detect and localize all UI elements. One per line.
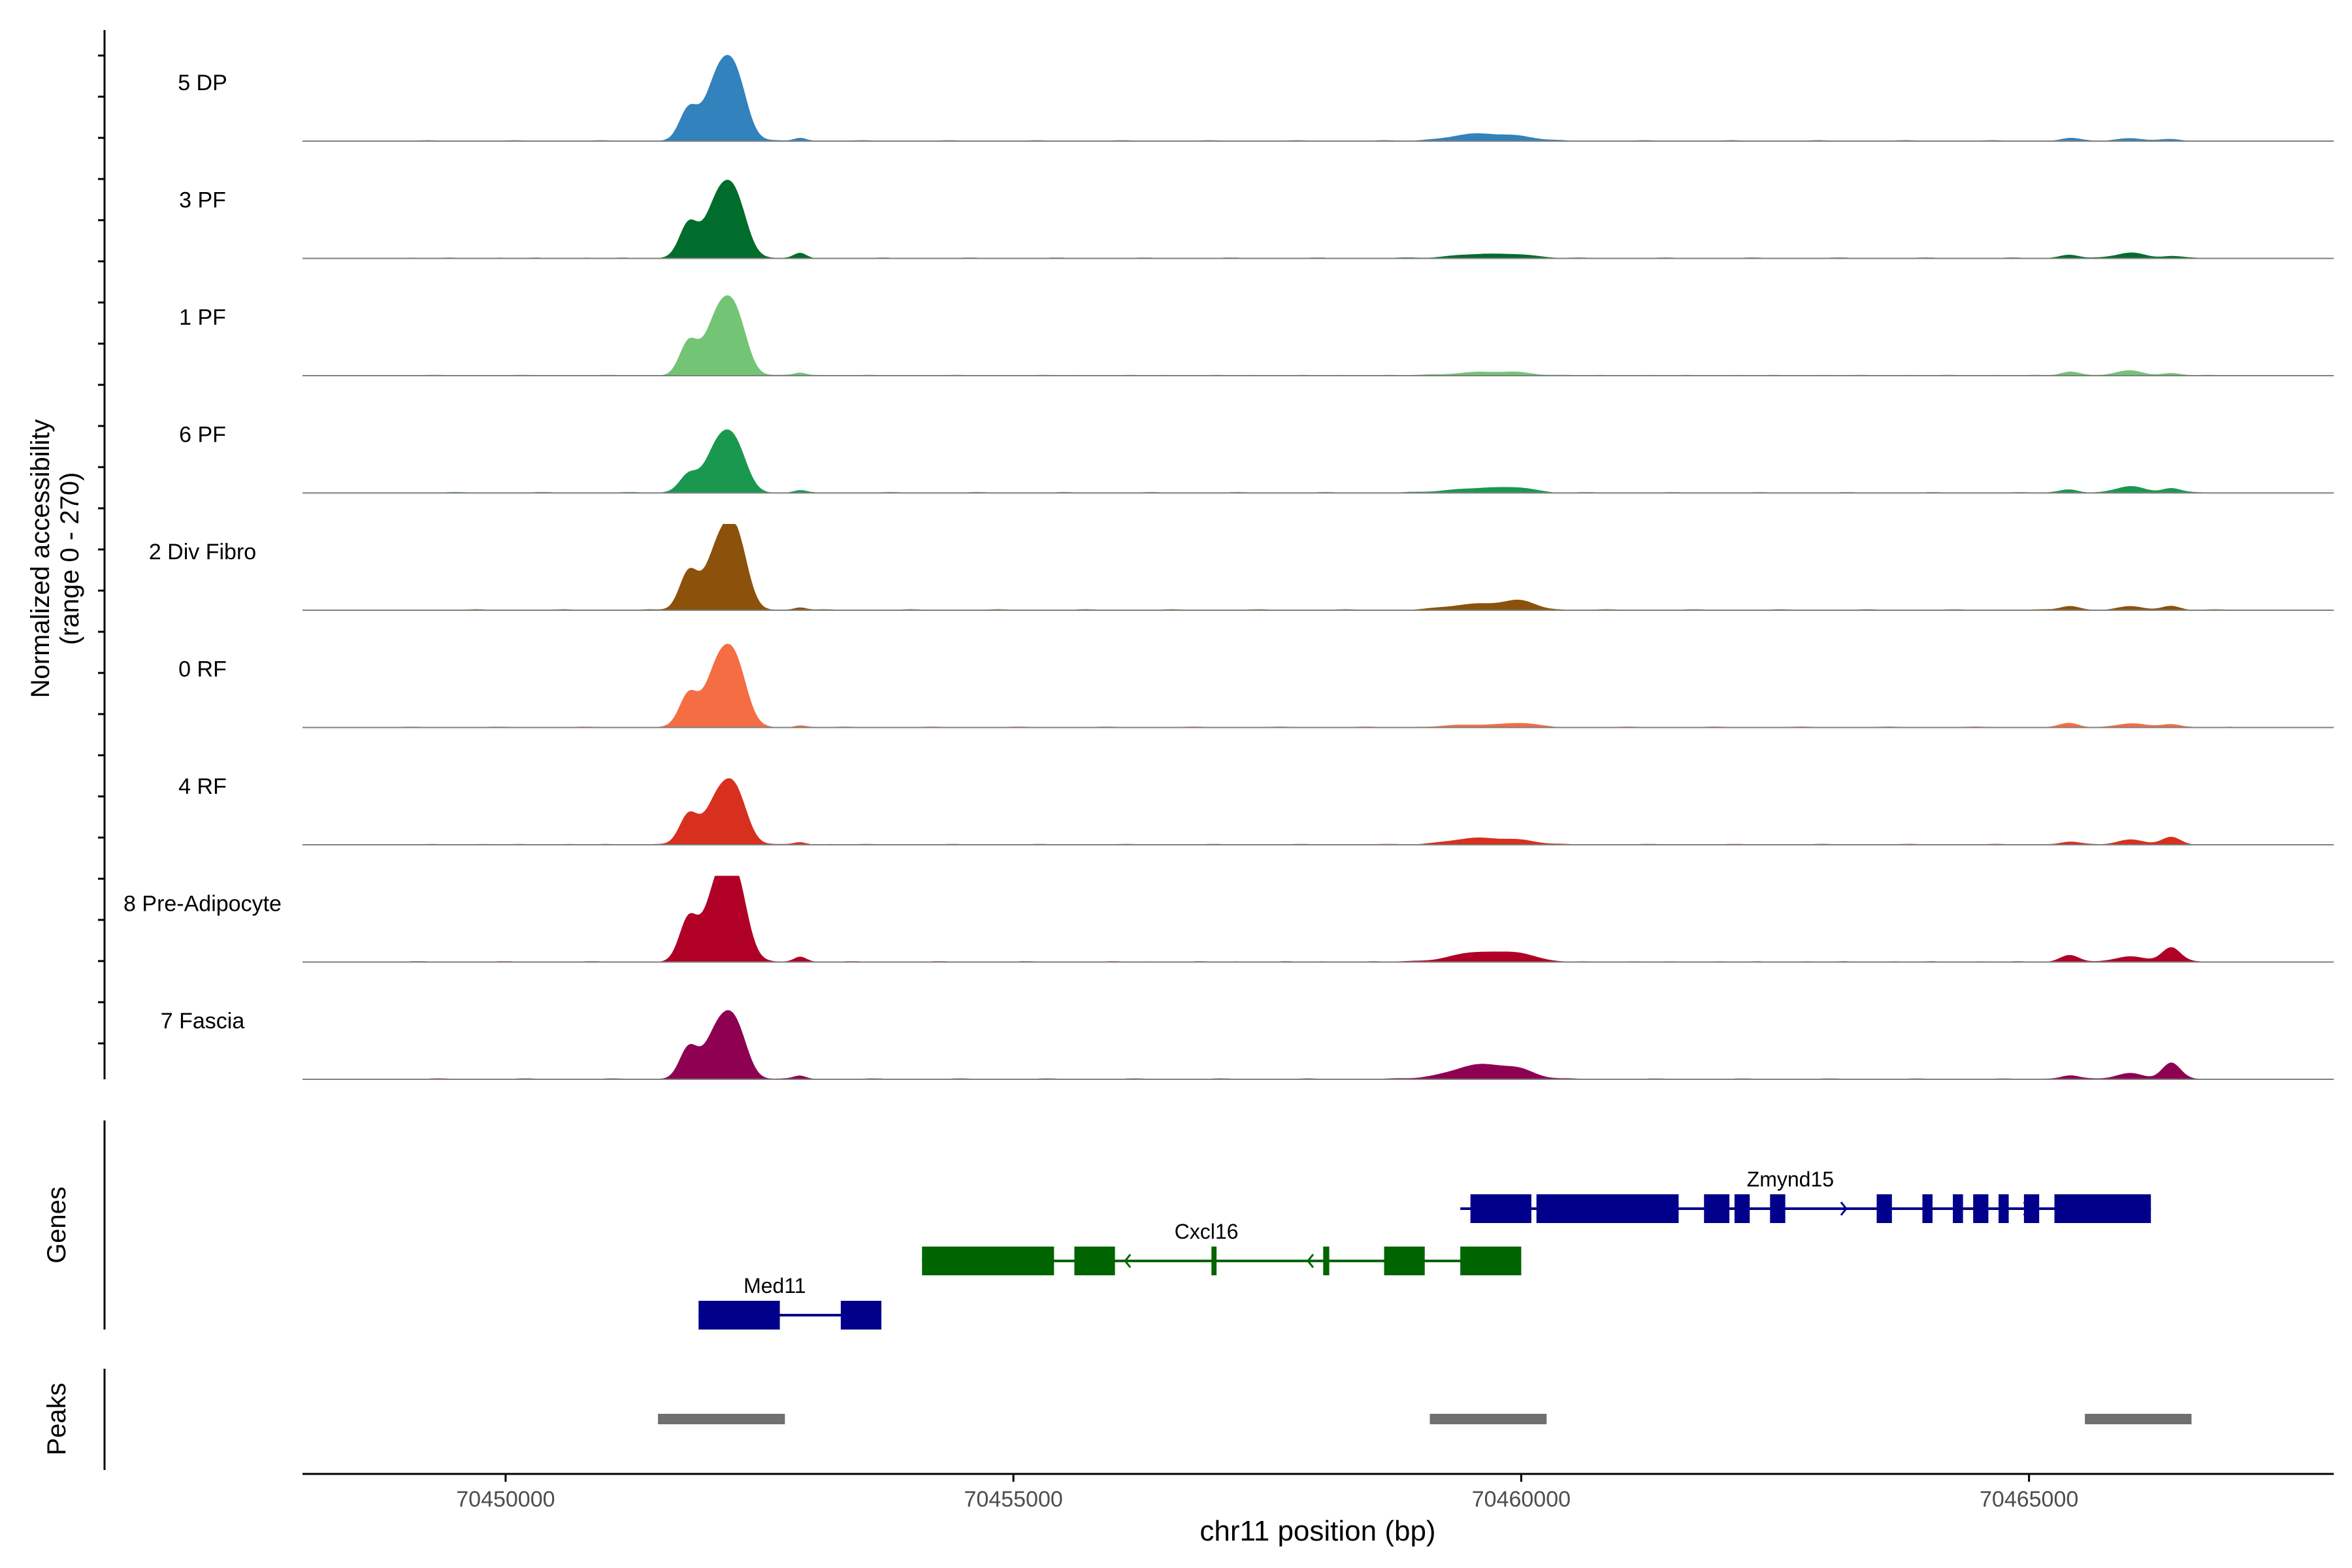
track-label: 3 PF — [179, 188, 226, 213]
coverage-track: 3 PF — [179, 180, 2334, 259]
coverage-track: 6 PF — [179, 423, 2334, 494]
coverage-track: 4 RF — [178, 774, 2334, 845]
strand-arrow — [1840, 1201, 1848, 1216]
coverage-track: 8 Pre-Adipocyte — [123, 875, 2334, 963]
strand-arrow — [1307, 1254, 1315, 1268]
gene-name-label: Med11 — [743, 1274, 806, 1298]
exon-block — [1536, 1194, 1679, 1223]
gene-name-label: Cxcl16 — [1175, 1220, 1239, 1243]
x-axis-title: chr11 position (bp) — [1200, 1515, 1435, 1547]
exon-block — [1211, 1247, 1217, 1275]
exon-block — [1973, 1194, 1989, 1223]
exon-block — [1922, 1194, 1933, 1223]
coverage-area — [404, 55, 2232, 141]
coverage-track: 7 Fascia — [161, 1009, 2334, 1080]
gene-track: Med11 Cxcl16 Zmynd15 — [698, 1168, 2151, 1330]
track-label: 7 Fascia — [161, 1009, 245, 1034]
track-label: 5 DP — [178, 71, 227, 95]
x-tick-label: 70455000 — [964, 1487, 1063, 1512]
peak-bar — [2085, 1414, 2192, 1424]
exon-block — [1460, 1247, 1522, 1275]
coverage-tracks: 5 DP 3 PF 1 PF 6 PF 2 Div Fibro 0 RF 4 RF 8 Pre… — [123, 55, 2334, 1080]
coverage-area — [404, 875, 2232, 962]
exon-block — [1770, 1194, 1786, 1223]
coverage-area — [404, 295, 2232, 376]
coverage-area — [404, 180, 2232, 259]
exon-block — [2054, 1194, 2151, 1223]
coverage-track: 5 DP — [178, 55, 2334, 142]
track-label: 2 Div Fibro — [149, 540, 256, 564]
track-label: 4 RF — [178, 774, 227, 799]
x-axis-ticks: 70450000 70455000 70460000 70465000 — [456, 1474, 2078, 1512]
coverage-track: 2 Div Fibro — [149, 524, 2334, 611]
peaks-track-label: Peaks — [42, 1382, 71, 1455]
exon-block — [1876, 1194, 1892, 1223]
x-tick-label: 70465000 — [1980, 1487, 2078, 1512]
gene-zmynd15: Zmynd15 — [1460, 1168, 2151, 1223]
coverage-track: 1 PF — [179, 295, 2334, 376]
track-label: 1 PF — [179, 305, 226, 330]
coverage-area — [404, 644, 2232, 728]
exon-block — [1704, 1194, 1730, 1223]
coverage-area — [404, 778, 2232, 845]
exon-block — [1323, 1247, 1330, 1275]
coverage-area — [404, 1010, 2232, 1079]
exon-block — [840, 1301, 882, 1330]
exon-block — [1384, 1247, 1425, 1275]
exon-block — [1953, 1194, 1963, 1223]
track-label: 6 PF — [179, 423, 226, 448]
coverage-area — [404, 524, 2232, 610]
exon-block — [1734, 1194, 1750, 1223]
gene-med11: Med11 — [698, 1274, 882, 1330]
coverage-area — [404, 429, 2232, 493]
track-label: 0 RF — [178, 657, 227, 682]
x-tick-label: 70450000 — [456, 1487, 555, 1512]
track-label: 8 Pre-Adipocyte — [123, 892, 282, 917]
exon-block — [1999, 1194, 2009, 1223]
exon-block — [1074, 1247, 1115, 1275]
exon-block — [1470, 1194, 1531, 1223]
gene-name-label: Zmynd15 — [1747, 1168, 1834, 1191]
peak-bar — [1429, 1414, 1547, 1424]
gene-cxcl16: Cxcl16 — [922, 1220, 1522, 1275]
exon-block — [698, 1301, 780, 1330]
coverage-y-ticks — [98, 54, 105, 1045]
genes-track-label: Genes — [42, 1186, 71, 1264]
y-axis-title: Normalized accessibility — [26, 419, 55, 698]
y-axis-range: (range 0 - 270) — [56, 472, 84, 645]
strand-arrow — [1124, 1254, 1132, 1268]
peak-track — [658, 1414, 2192, 1424]
coverage-track: 0 RF — [178, 644, 2334, 728]
exon-block — [922, 1247, 1054, 1275]
x-tick-label: 70460000 — [1472, 1487, 1571, 1512]
exon-block — [2023, 1194, 2040, 1223]
peak-bar — [658, 1414, 785, 1424]
